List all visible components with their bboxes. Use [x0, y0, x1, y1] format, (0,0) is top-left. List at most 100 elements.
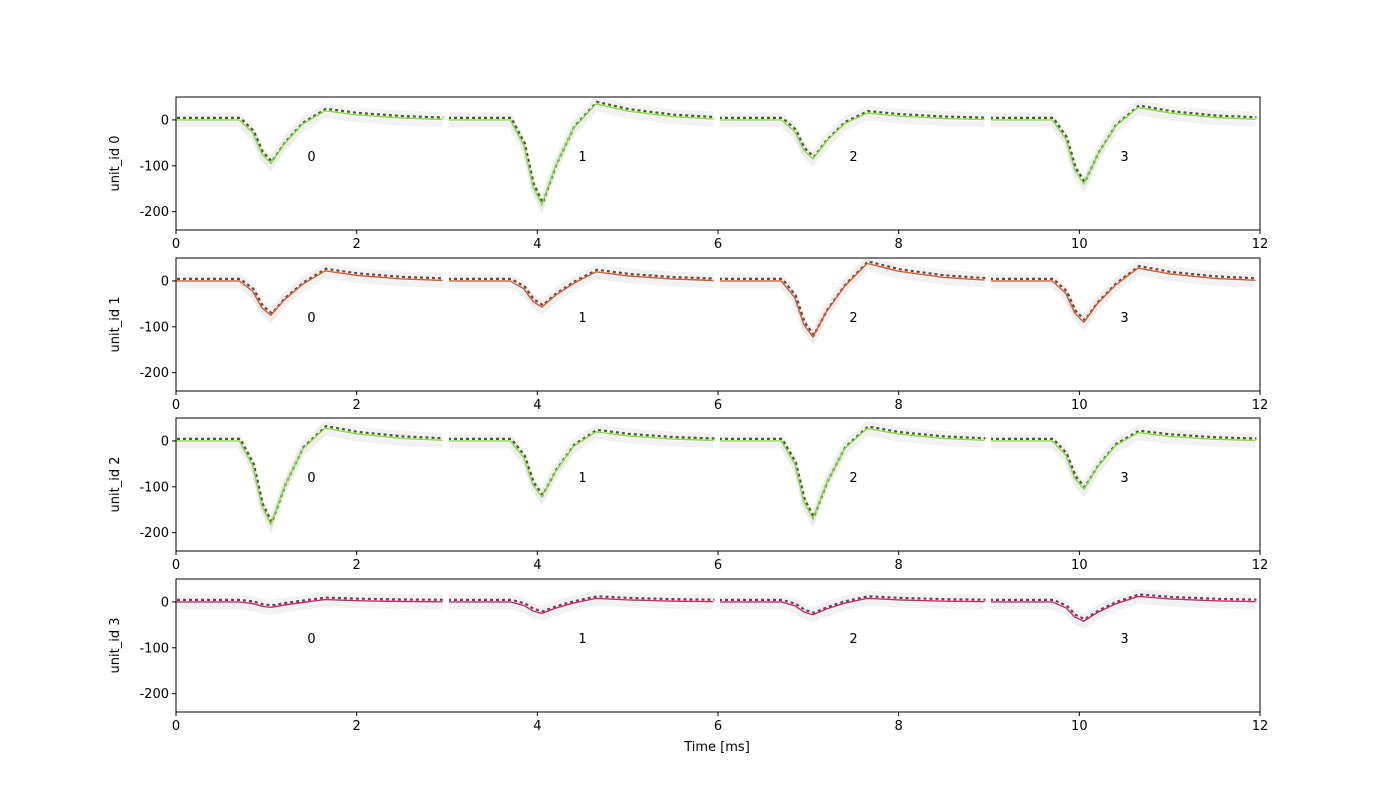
background-trace-2-0 [718, 420, 985, 517]
background-trace-3-0 [989, 425, 1256, 486]
channel-label-2: 2 [849, 632, 857, 647]
y-tick-label-1: -100 [139, 641, 169, 656]
x-tick-label-4: 8 [895, 237, 903, 252]
channel-label-2: 2 [849, 311, 857, 326]
panel-plot-area [176, 258, 1257, 346]
background-trace-1-3 [447, 108, 714, 215]
x-tick-label-6: 12 [1252, 237, 1269, 252]
background-trace-3-3 [989, 111, 1256, 194]
x-tick-label-1: 2 [353, 719, 361, 734]
y-tick-label-1: -100 [139, 320, 169, 335]
background-trace-2-0 [718, 258, 985, 334]
y-tick-label-0: 0 [161, 434, 169, 449]
channel-label-0: 0 [307, 311, 315, 326]
mean-waveform-3 [990, 593, 1257, 621]
mean-waveform-2 [719, 595, 986, 614]
template-waveform-0 [176, 270, 443, 317]
template-waveform-2 [718, 112, 985, 160]
background-trace-0-1 [176, 595, 443, 606]
background-trace-1-3 [447, 436, 714, 506]
channel-label-2: 2 [849, 150, 857, 165]
y-tick-label-0: 0 [161, 113, 169, 128]
channel-label-1: 1 [578, 471, 586, 486]
template-waveform-2 [718, 597, 985, 616]
x-tick-label-2: 4 [533, 237, 541, 252]
background-trace-1-2 [447, 105, 714, 212]
y-tick-label-1: -100 [139, 480, 169, 495]
x-tick-label-0: 0 [172, 237, 180, 252]
mean-waveform-1 [448, 268, 715, 307]
x-tick-label-5: 10 [1071, 237, 1088, 252]
channel-label-0: 0 [307, 632, 315, 647]
x-tick-label-5: 10 [1071, 558, 1088, 573]
y-axis-label: unit_id 1 [108, 297, 123, 353]
background-trace-2-0 [718, 105, 985, 156]
template-waveform-3 [989, 267, 1256, 324]
mean-waveform-1 [448, 100, 715, 206]
background-trace-3-0 [989, 260, 1256, 319]
template-waveform-2 [718, 262, 985, 339]
background-trace-0-0 [176, 263, 443, 312]
background-trace-1-1 [447, 99, 714, 206]
x-tick-label-5: 10 [1071, 398, 1088, 413]
y-tick-label-2: -200 [139, 526, 169, 541]
y-tick-label-1: -100 [139, 159, 169, 174]
background-trace-2-2 [718, 599, 985, 620]
x-tick-label-1: 2 [353, 398, 361, 413]
mean-waveform-0 [177, 596, 444, 607]
template-waveform-2 [718, 427, 985, 521]
x-tick-label-6: 12 [1252, 558, 1269, 573]
template-waveform-3 [989, 595, 1256, 622]
template-waveform-0 [176, 427, 443, 527]
y-axis-label: unit_id 2 [108, 457, 123, 513]
background-trace-2-0 [718, 590, 985, 611]
channel-label-3: 3 [1120, 632, 1128, 647]
background-trace-0-0 [176, 592, 443, 603]
mean-waveform-0 [177, 107, 444, 164]
channel-label-3: 3 [1120, 471, 1128, 486]
x-tick-label-1: 2 [353, 237, 361, 252]
x-tick-label-2: 4 [533, 719, 541, 734]
background-trace-3-2 [989, 597, 1256, 626]
y-axis-label: unit_id 3 [108, 618, 123, 674]
y-tick-label-2: -200 [139, 205, 169, 220]
x-tick-label-3: 6 [714, 398, 722, 413]
background-trace-3-3 [989, 437, 1256, 498]
background-trace-0-3 [176, 275, 443, 324]
panel-plot-area [176, 588, 1257, 629]
template-waveform-1 [447, 103, 714, 207]
x-tick-label-4: 8 [895, 398, 903, 413]
x-tick-label-3: 6 [714, 558, 722, 573]
background-trace-0-3 [176, 115, 443, 172]
x-tick-label-6: 12 [1252, 398, 1269, 413]
background-trace-3-2 [989, 108, 1256, 191]
y-tick-label-2: -200 [139, 366, 169, 381]
background-trace-3-3 [989, 600, 1256, 629]
x-tick-label-0: 0 [172, 719, 180, 734]
background-trace-3-0 [989, 99, 1256, 182]
template-waveform-0 [176, 598, 443, 609]
x-tick-label-4: 8 [895, 719, 903, 734]
template-waveform-3 [989, 106, 1256, 186]
background-trace-1-3 [447, 276, 714, 315]
background-trace-2-2 [718, 114, 985, 165]
x-tick-label-5: 10 [1071, 719, 1088, 734]
channel-label-1: 1 [578, 632, 586, 647]
background-trace-1-3 [447, 602, 714, 621]
x-tick-label-3: 6 [714, 237, 722, 252]
panel-plot-area [176, 420, 1257, 535]
x-tick-label-0: 0 [172, 398, 180, 413]
mean-waveform-0 [177, 267, 444, 315]
background-trace-3-2 [989, 434, 1256, 495]
mean-waveform-3 [990, 429, 1257, 489]
template-waveform-0 [176, 110, 443, 165]
background-trace-3-3 [989, 272, 1256, 331]
channel-label-0: 0 [307, 471, 315, 486]
background-trace-0-3 [176, 432, 443, 535]
x-tick-label-2: 4 [533, 558, 541, 573]
